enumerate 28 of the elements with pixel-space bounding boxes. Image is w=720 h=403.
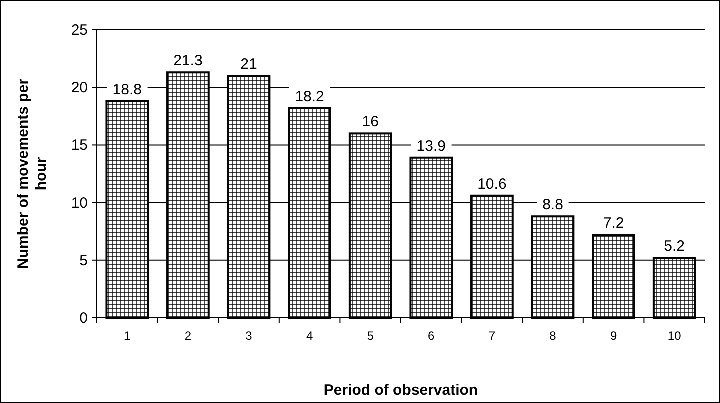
data-label: 5.2 — [664, 238, 686, 256]
x-tick-label: 2 — [184, 329, 192, 343]
data-label: 18.2 — [295, 88, 324, 106]
x-tick-label: 7 — [488, 329, 496, 343]
y-axis-title: Number of movements per hour — [15, 78, 50, 270]
y-tick-label: 0 — [80, 310, 88, 327]
x-axis-title: Period of observation — [324, 382, 478, 399]
y-tick-label: 5 — [80, 252, 88, 270]
data-label: 18.8 — [112, 81, 142, 98]
data-label: 13.9 — [416, 138, 446, 155]
x-tick-label: 6 — [428, 329, 436, 343]
data-label: 21 — [240, 56, 258, 74]
data-label: 7.2 — [603, 215, 624, 232]
y-tick-label: 20 — [71, 80, 88, 97]
data-label: 21.3 — [174, 52, 203, 70]
x-tick-label: 10 — [668, 329, 682, 343]
x-tick-label: 8 — [550, 329, 557, 343]
data-label: 16 — [362, 114, 379, 131]
x-tick-label: 4 — [306, 329, 314, 343]
data-label: 8.8 — [542, 196, 564, 214]
x-tick-label: 3 — [246, 329, 253, 343]
x-tick-label: 1 — [124, 329, 132, 343]
x-tick-label: 9 — [610, 329, 618, 343]
y-tick-label: 15 — [71, 137, 88, 154]
x-tick-label: 5 — [367, 329, 374, 343]
data-label: 10.6 — [478, 176, 507, 193]
y-tick-label: 25 — [71, 22, 88, 39]
y-tick-label: 10 — [71, 194, 88, 212]
